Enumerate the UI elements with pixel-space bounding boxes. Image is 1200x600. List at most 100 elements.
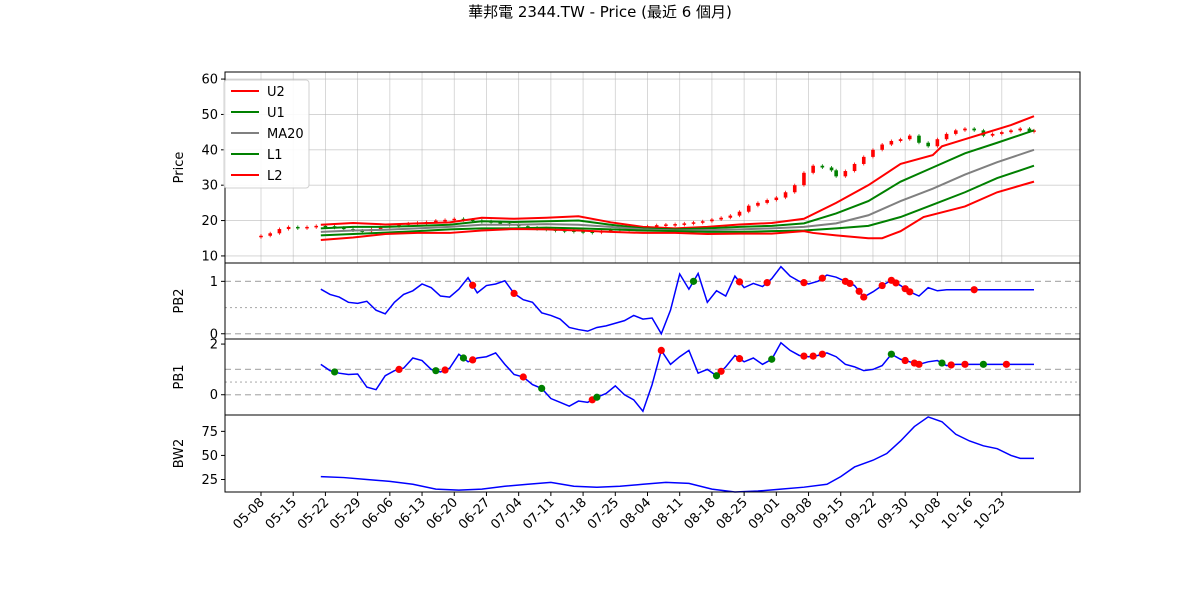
x-tick-label: 06-20: [424, 495, 461, 532]
y-tick-label: 60: [201, 73, 218, 88]
marker-high-point: [846, 279, 854, 288]
candle-body: [378, 227, 383, 230]
series-line-u1: [320, 129, 1035, 231]
candle-body: [737, 211, 742, 216]
legend-label: L1: [267, 148, 283, 163]
candle-body: [664, 224, 668, 226]
candle-body: [756, 202, 760, 206]
candle-body: [972, 128, 976, 131]
y-tick-label: 30: [201, 179, 218, 194]
series-line-l1: [320, 164, 1035, 237]
candle-body: [452, 218, 457, 221]
candle-body: [259, 235, 263, 238]
x-tick-label: 07-04: [488, 495, 525, 532]
marker-low-point: [538, 384, 546, 392]
marker-high-point: [961, 360, 969, 368]
pb1-panel: 0 2 PB1: [172, 338, 1081, 416]
candle-body: [999, 132, 1004, 134]
marker-high-point: [915, 360, 923, 368]
x-tick-label: 08-11: [649, 495, 686, 532]
candle-body: [470, 219, 475, 221]
candle-body: [829, 167, 834, 171]
marker-high-point: [970, 286, 978, 294]
candle-body: [953, 130, 958, 134]
y-tick-label: 0: [210, 388, 218, 403]
x-tick-label: 05-08: [231, 495, 268, 532]
marker-high-point: [901, 356, 909, 365]
candle-body: [710, 219, 714, 222]
y-tick-label: 1: [210, 275, 218, 290]
y-axis-label: Price: [172, 152, 187, 184]
marker-high-point: [1002, 360, 1010, 368]
candle-body: [268, 233, 273, 236]
marker-high-point: [395, 365, 403, 373]
x-tick-label: 07-25: [585, 495, 622, 532]
candle-body: [434, 220, 438, 223]
y-axis-label: PB2: [172, 288, 187, 313]
candle-body: [746, 205, 751, 212]
pb1-line: [320, 341, 1034, 413]
x-tick-label: 08-04: [617, 495, 654, 532]
y-tick-label: 40: [201, 143, 218, 158]
bw2-line: [320, 416, 1034, 493]
candle-body: [581, 231, 585, 233]
candle-body: [691, 222, 696, 224]
candle-body: [277, 229, 282, 234]
marker-high-point: [735, 355, 744, 363]
marker-high-point: [469, 281, 477, 289]
marker-low-point: [887, 350, 895, 358]
y-tick-label: 10: [201, 249, 218, 264]
candle-body: [792, 185, 797, 193]
chart-title: 華邦電 2344.TW - Price (最近 6 個月): [468, 3, 732, 21]
series-line-u2: [320, 115, 1035, 230]
candle-body: [682, 223, 687, 225]
candle-body: [286, 226, 291, 230]
marker-high-point: [800, 352, 808, 360]
legend-label: L2: [267, 169, 283, 184]
x-axis-ticks: 05-0805-1505-2205-2906-0606-1306-2006-27…: [231, 492, 1009, 533]
y-axis-label: PB1: [172, 364, 187, 389]
marker-high-point: [441, 366, 449, 374]
price-legend: U2 U1 MA20 L1 L2: [223, 79, 310, 189]
candle-body: [728, 215, 733, 218]
y-tick-label: 20: [201, 214, 218, 229]
x-tick-label: 07-11: [520, 495, 557, 532]
legend-label: U1: [267, 106, 285, 121]
x-tick-label: 10-16: [939, 495, 976, 532]
marker-high-point: [657, 346, 665, 354]
marker-low-point: [331, 368, 339, 376]
y-tick-label: 75: [201, 425, 218, 440]
candle-body: [1027, 128, 1032, 132]
marker-high-point: [860, 293, 868, 301]
candle-body: [990, 133, 995, 136]
candle-body: [1009, 130, 1013, 133]
candle-body: [871, 149, 875, 157]
candle-body: [907, 135, 912, 140]
marker-low-point: [768, 355, 776, 363]
candle-body: [811, 165, 815, 173]
candle-body: [834, 170, 838, 177]
x-tick-label: 09-08: [778, 495, 815, 532]
y-tick-label: 50: [201, 108, 218, 123]
marker-high-point: [519, 373, 527, 381]
series-line-l2: [320, 180, 1035, 242]
candle-body: [296, 226, 300, 229]
x-tick-label: 09-15: [810, 495, 847, 532]
x-tick-label: 08-25: [714, 495, 751, 532]
marker-low-point: [459, 354, 468, 362]
marker-high-point: [818, 350, 826, 358]
marker-high-point: [906, 288, 914, 296]
marker-high-point: [510, 289, 518, 297]
candle-body: [590, 231, 595, 234]
candle-body: [963, 128, 967, 131]
candle-body: [498, 222, 503, 224]
y-tick-label: 0: [210, 327, 218, 342]
marker-low-point: [432, 367, 440, 375]
x-tick-label: 08-18: [681, 495, 718, 532]
candle-body: [765, 200, 769, 203]
marker-high-point: [818, 274, 826, 282]
x-tick-label: 05-22: [295, 495, 332, 532]
candle-body: [852, 163, 857, 172]
marker-low-point: [979, 360, 987, 368]
